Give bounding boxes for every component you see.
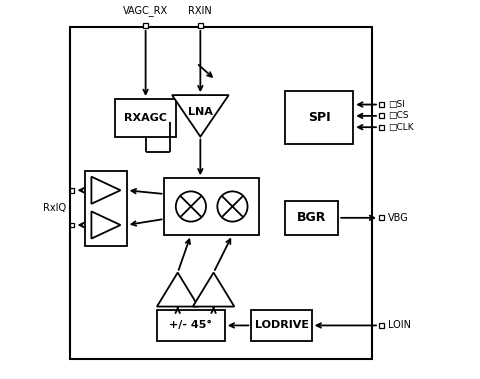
Bar [285, 201, 338, 235]
Circle shape [217, 191, 248, 222]
Bar [252, 310, 312, 341]
Bar [198, 23, 203, 28]
Bar [70, 27, 372, 359]
Text: LNA: LNA [188, 107, 213, 117]
Text: RxIQ: RxIQ [43, 203, 66, 213]
Bar [285, 91, 353, 144]
Bar [379, 113, 384, 118]
Bar [85, 171, 127, 246]
Bar [379, 102, 384, 107]
Polygon shape [91, 177, 120, 204]
Bar [165, 178, 259, 235]
Text: VBG: VBG [388, 213, 409, 223]
Text: LODRIVE: LODRIVE [254, 320, 309, 330]
Text: RXIN: RXIN [189, 6, 212, 16]
Polygon shape [172, 95, 228, 137]
Circle shape [176, 191, 206, 222]
Text: □SI: □SI [388, 100, 405, 109]
Text: LOIN: LOIN [388, 320, 411, 330]
Text: □CLK: □CLK [388, 123, 414, 132]
Text: SPI: SPI [308, 111, 331, 124]
Bar [379, 125, 384, 130]
Text: BGR: BGR [297, 211, 326, 224]
Bar [379, 215, 384, 220]
Text: RXAGC: RXAGC [124, 113, 167, 123]
Bar [143, 23, 148, 28]
Text: □CS: □CS [388, 111, 409, 121]
Bar [70, 188, 74, 193]
Polygon shape [91, 211, 120, 239]
Bar [70, 222, 74, 227]
Bar [157, 310, 225, 341]
Text: VAGC_RX: VAGC_RX [123, 5, 168, 16]
Polygon shape [157, 273, 198, 307]
Polygon shape [193, 273, 234, 307]
Text: +/- 45°: +/- 45° [169, 320, 213, 330]
Bar [379, 323, 384, 328]
Bar [115, 99, 176, 137]
